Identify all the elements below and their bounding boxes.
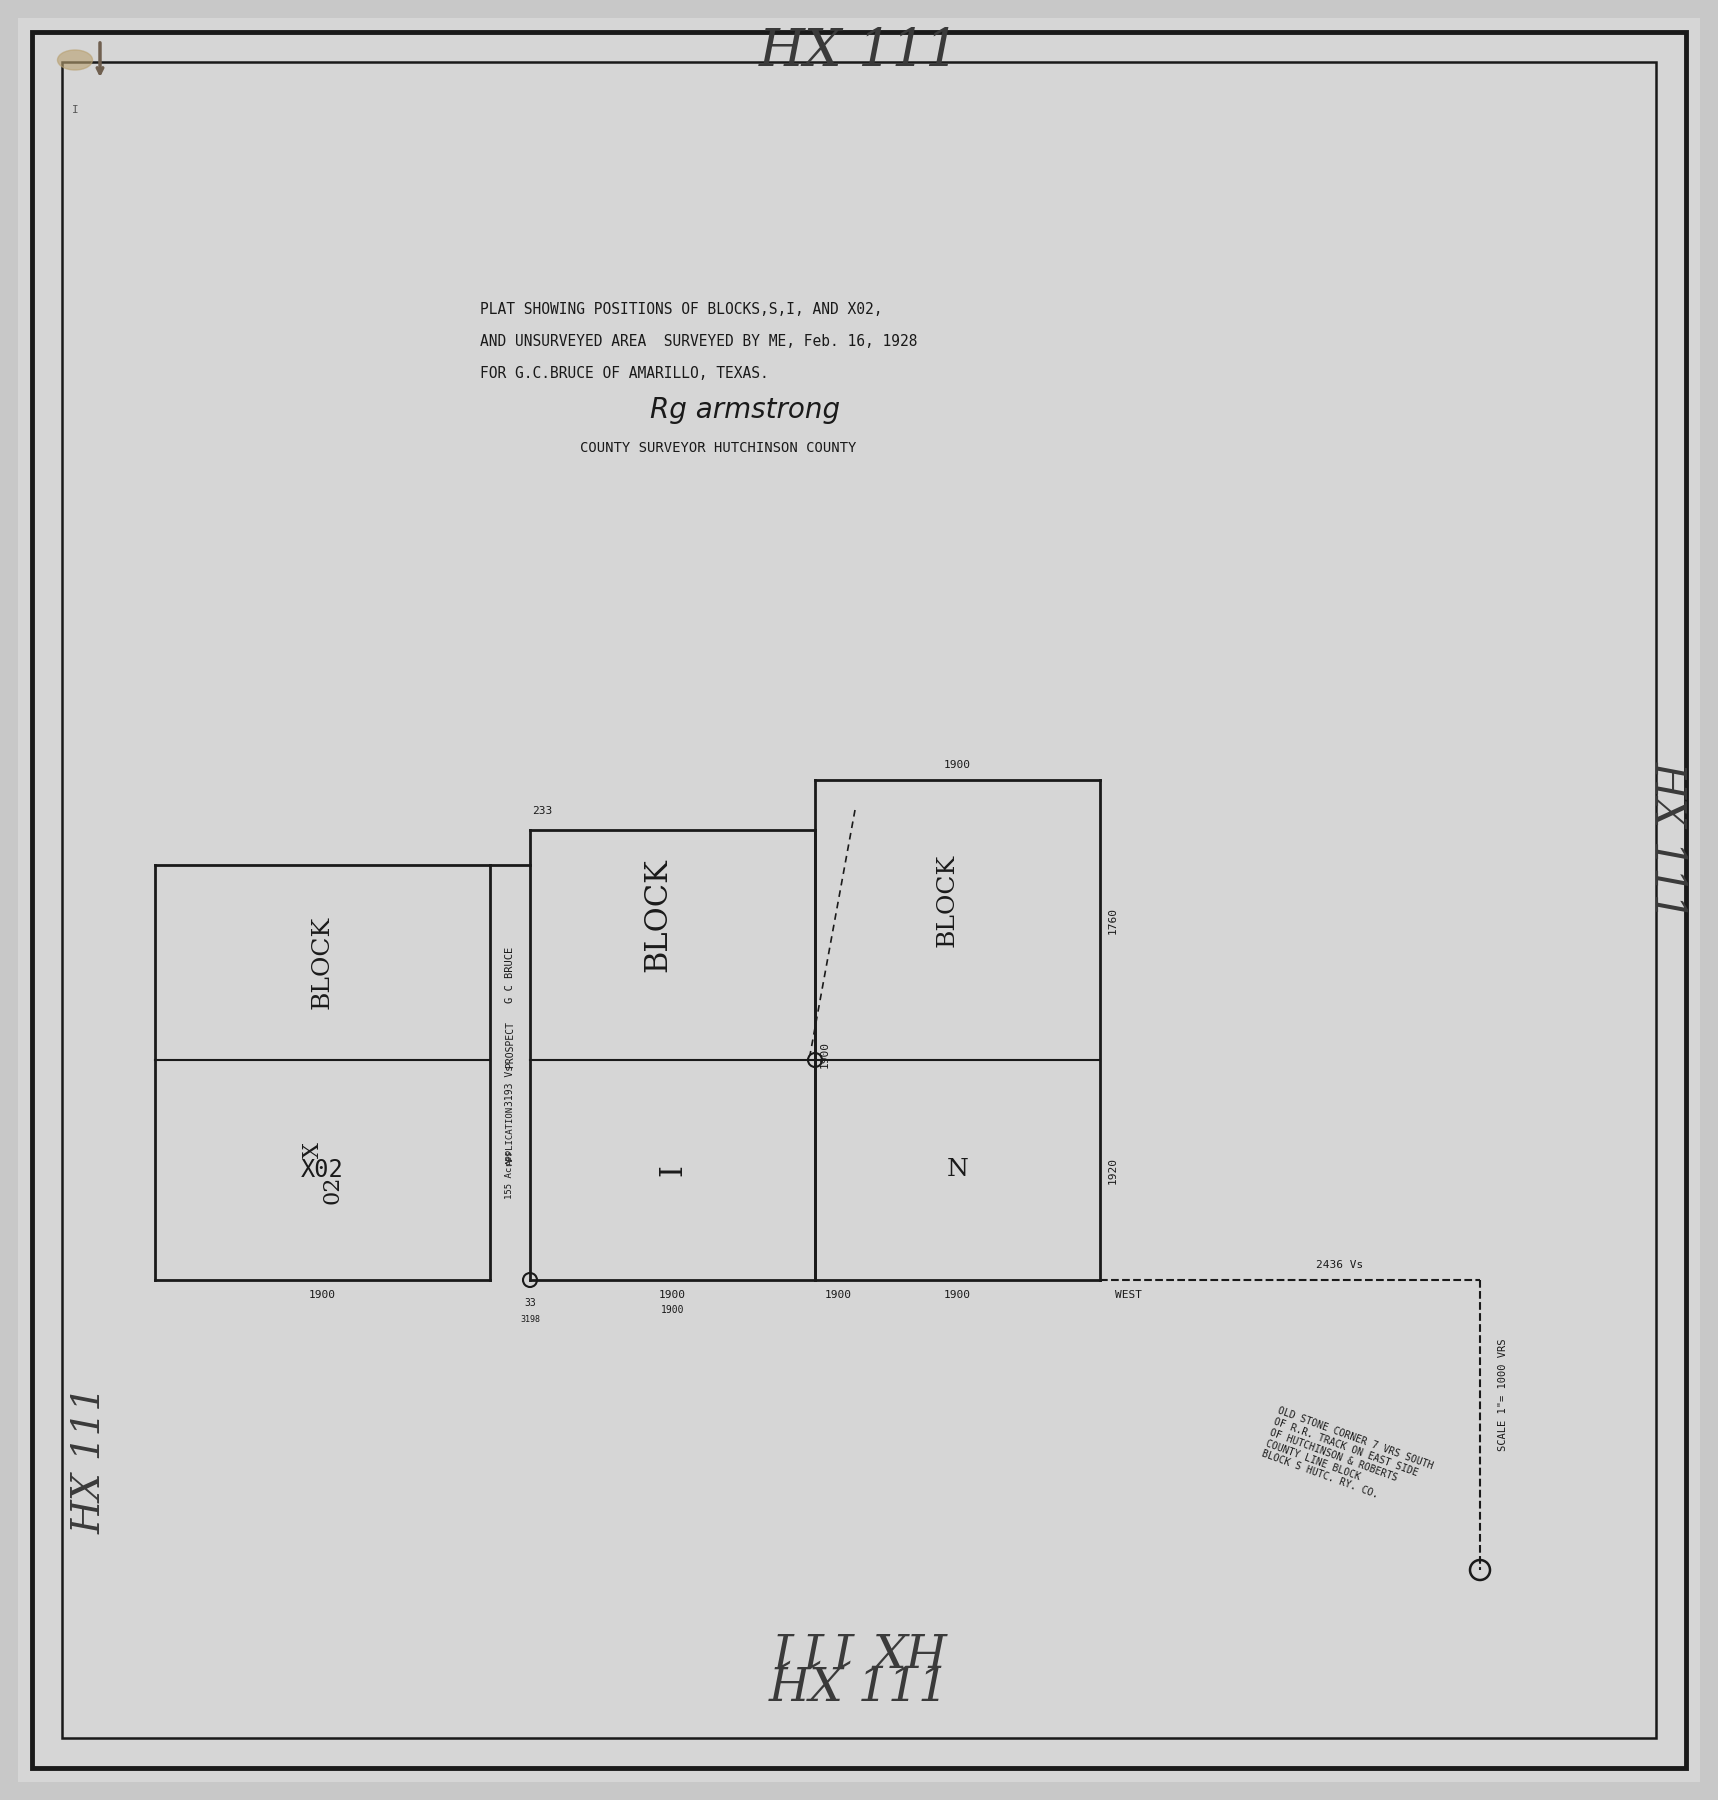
Text: BLOCK: BLOCK <box>643 859 673 972</box>
Text: AND UNSURVEYED AREA  SURVEYED BY ME, Feb. 16, 1928: AND UNSURVEYED AREA SURVEYED BY ME, Feb.… <box>479 335 917 349</box>
Text: 3198: 3198 <box>521 1316 539 1325</box>
Text: BLOCK: BLOCK <box>311 916 333 1010</box>
Text: 33: 33 <box>524 1298 536 1309</box>
Text: OLD STONE CORNER 7 VRS SOUTH
OF R.R. TRACK ON EAST SIDE
OF HUTCHINSON & ROBERTS
: OLD STONE CORNER 7 VRS SOUTH OF R.R. TRA… <box>1259 1406 1435 1514</box>
Text: HX 111: HX 111 <box>770 1622 948 1667</box>
Text: FOR G.C.BRUCE OF AMARILLO, TEXAS.: FOR G.C.BRUCE OF AMARILLO, TEXAS. <box>479 367 768 382</box>
Text: BLOCK: BLOCK <box>936 853 959 947</box>
Text: HX 111: HX 111 <box>1648 761 1689 920</box>
Text: COUNTY SURVEYOR HUTCHINSON COUNTY: COUNTY SURVEYOR HUTCHINSON COUNTY <box>581 441 856 455</box>
Text: G C BRUCE: G C BRUCE <box>505 947 515 1003</box>
Text: N: N <box>947 1159 969 1181</box>
Text: I: I <box>656 1165 687 1175</box>
Text: 233: 233 <box>533 806 551 815</box>
Text: 1920: 1920 <box>1108 1157 1118 1184</box>
Text: PROSPECT: PROSPECT <box>505 1022 515 1069</box>
Text: 3193 Vs: 3193 Vs <box>505 1064 515 1105</box>
Text: HX 111: HX 111 <box>72 1386 108 1534</box>
Text: Rg armstrong: Rg armstrong <box>649 396 840 425</box>
Text: HX 111: HX 111 <box>770 1665 948 1710</box>
Text: SCALE 1"= 1000 VRS: SCALE 1"= 1000 VRS <box>1498 1339 1508 1451</box>
Text: 155 Acres: 155 Acres <box>505 1150 514 1199</box>
Text: PLAT SHOWING POSITIONS OF BLOCKS,S,I, AND X02,: PLAT SHOWING POSITIONS OF BLOCKS,S,I, AN… <box>479 302 883 317</box>
Text: 1900: 1900 <box>943 1291 971 1300</box>
Text: 1900: 1900 <box>309 1291 337 1300</box>
Text: X: X <box>301 1141 323 1157</box>
Text: 2436 Vs: 2436 Vs <box>1316 1260 1364 1271</box>
Ellipse shape <box>57 50 93 70</box>
Text: WEST: WEST <box>1115 1291 1142 1300</box>
Text: 1900: 1900 <box>825 1291 852 1300</box>
Text: 1900: 1900 <box>943 760 971 770</box>
Text: 1900: 1900 <box>819 1042 830 1069</box>
Text: 1760: 1760 <box>1108 907 1118 934</box>
Text: 1900: 1900 <box>660 1291 685 1300</box>
Text: APPLICATION: APPLICATION <box>505 1105 514 1165</box>
Text: 02: 02 <box>321 1175 344 1204</box>
Text: X02: X02 <box>301 1157 344 1183</box>
Text: 1900: 1900 <box>661 1305 684 1316</box>
Text: I: I <box>72 104 79 115</box>
Text: HX 111: HX 111 <box>759 27 959 77</box>
